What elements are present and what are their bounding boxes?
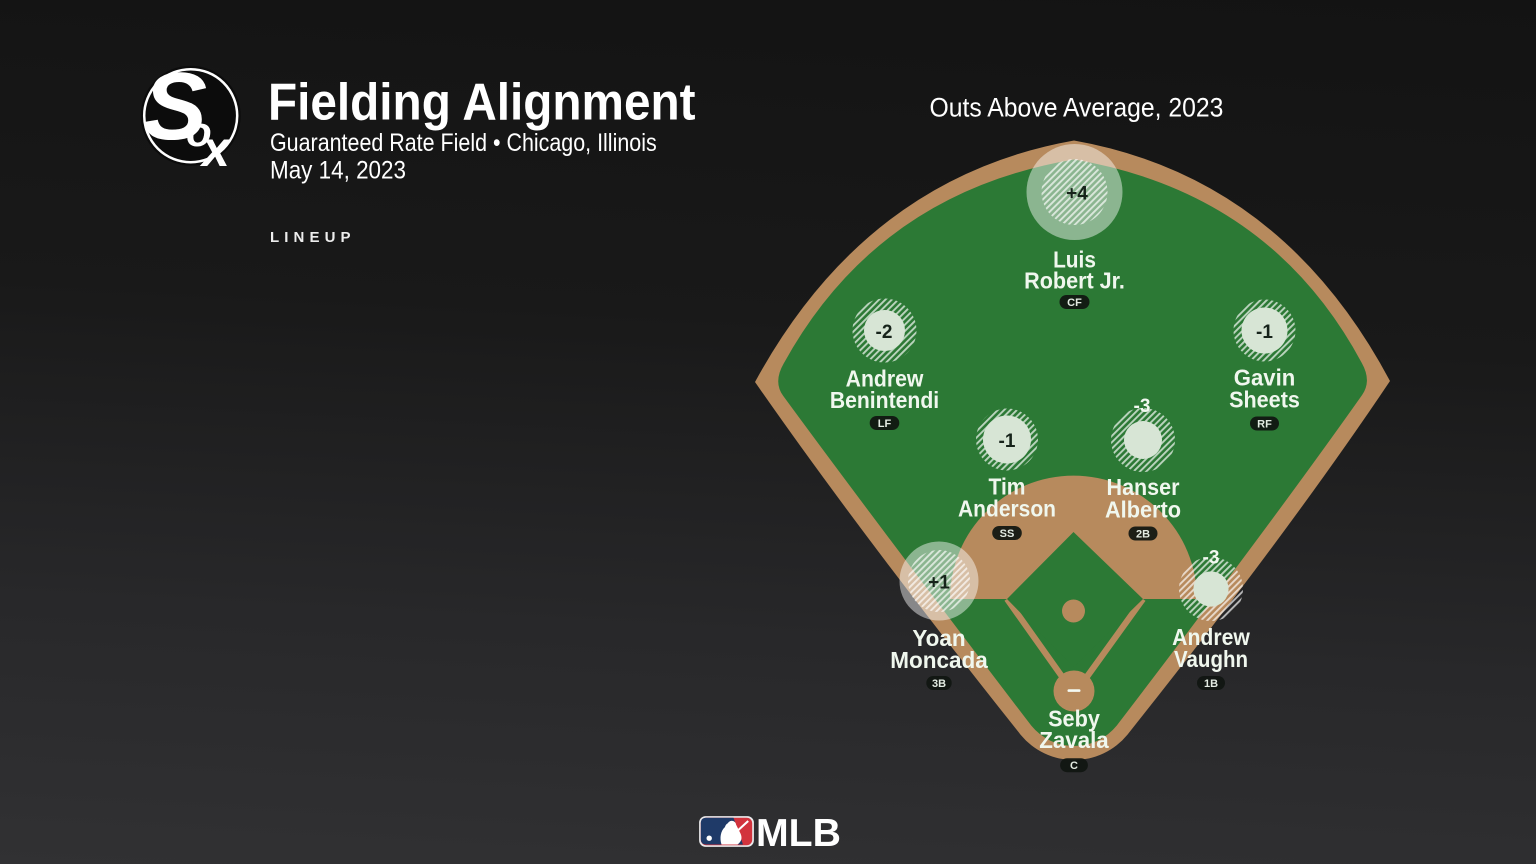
svg-text:Hanser: Hanser	[1107, 474, 1180, 500]
svg-text:CF: CF	[1067, 297, 1082, 309]
svg-text:-2: -2	[876, 322, 893, 343]
svg-text:C: C	[1070, 760, 1078, 772]
svg-text:Guaranteed Rate Field • Chicag: Guaranteed Rate Field • Chicago, Illinoi…	[270, 129, 657, 157]
svg-text:Tim: Tim	[989, 474, 1026, 500]
svg-text:S: S	[143, 53, 207, 160]
svg-text:Zavala: Zavala	[1039, 727, 1109, 753]
svg-text:1B: 1B	[1204, 678, 1218, 690]
svg-text:Vaughn: Vaughn	[1174, 646, 1248, 672]
svg-text:x: x	[199, 121, 232, 177]
svg-text:-1: -1	[1256, 322, 1273, 343]
svg-text:MLB: MLB	[756, 812, 841, 855]
svg-text:Alberto: Alberto	[1105, 497, 1181, 523]
svg-text:Fielding Alignment: Fielding Alignment	[268, 74, 696, 132]
svg-text:Andrew: Andrew	[846, 366, 924, 392]
svg-text:-3: -3	[1203, 548, 1220, 569]
svg-text:-1: -1	[999, 431, 1016, 452]
svg-text:LF: LF	[878, 418, 892, 430]
svg-text:SS: SS	[1000, 528, 1015, 540]
svg-text:Gavin: Gavin	[1234, 365, 1296, 391]
svg-text:RF: RF	[1257, 418, 1272, 430]
svg-text:Robert Jr.: Robert Jr.	[1024, 268, 1125, 294]
svg-text:LINEUP: LINEUP	[270, 229, 356, 246]
svg-text:3B: 3B	[932, 678, 946, 690]
svg-text:Luis: Luis	[1053, 247, 1096, 273]
svg-text:+4: +4	[1066, 184, 1088, 205]
svg-text:Seby: Seby	[1048, 705, 1100, 731]
svg-text:Anderson: Anderson	[958, 496, 1056, 522]
svg-text:2B: 2B	[1136, 528, 1150, 540]
svg-text:Moncada: Moncada	[890, 647, 988, 673]
svg-text:o: o	[186, 108, 212, 155]
svg-text:May 14, 2023: May 14, 2023	[270, 157, 406, 185]
svg-text:Yoan: Yoan	[912, 625, 965, 651]
svg-text:Sheets: Sheets	[1229, 387, 1300, 413]
svg-text:+1: +1	[928, 573, 950, 594]
svg-text:Benintendi: Benintendi	[830, 387, 939, 413]
svg-text:Outs Above Average, 2023: Outs Above Average, 2023	[930, 93, 1224, 123]
svg-text:-3: -3	[1134, 396, 1151, 417]
svg-text:Andrew: Andrew	[1172, 624, 1250, 650]
